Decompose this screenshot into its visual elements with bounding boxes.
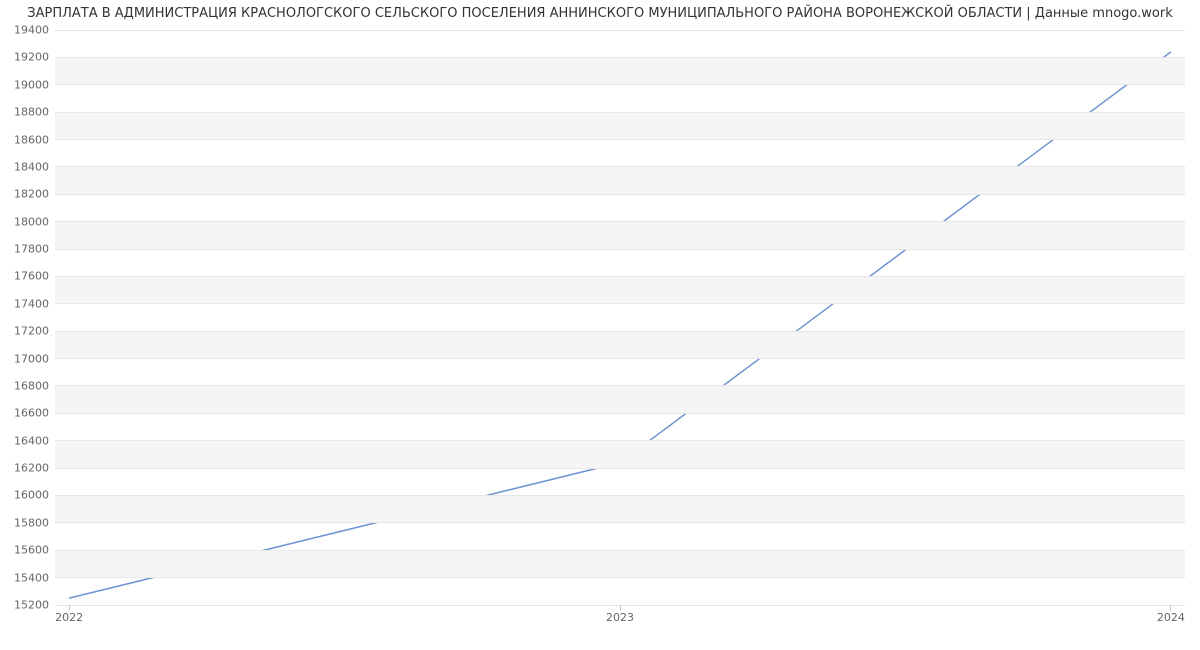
grid-band: [55, 222, 1185, 249]
y-gridline: [55, 57, 1185, 58]
x-tick-label: 2023: [606, 605, 634, 624]
y-tick-label: 15600: [14, 544, 55, 557]
x-tick-label: 2022: [55, 605, 83, 624]
y-gridline: [55, 413, 1185, 414]
grid-band: [55, 550, 1185, 577]
y-gridline: [55, 84, 1185, 85]
y-gridline: [55, 522, 1185, 523]
grid-band: [55, 249, 1185, 276]
y-gridline: [55, 577, 1185, 578]
grid-band: [55, 85, 1185, 112]
grid-band: [55, 167, 1185, 194]
y-gridline: [55, 249, 1185, 250]
y-tick-label: 16400: [14, 434, 55, 447]
y-tick-label: 19000: [14, 78, 55, 91]
y-tick-label: 15200: [14, 599, 55, 612]
y-gridline: [55, 440, 1185, 441]
y-tick-label: 15800: [14, 516, 55, 529]
y-tick-label: 17400: [14, 297, 55, 310]
y-gridline: [55, 495, 1185, 496]
y-tick-label: 16600: [14, 407, 55, 420]
grid-band: [55, 30, 1185, 57]
plot-area: 1520015400156001580016000162001640016600…: [55, 30, 1185, 605]
y-gridline: [55, 358, 1185, 359]
y-gridline: [55, 276, 1185, 277]
y-gridline: [55, 221, 1185, 222]
y-gridline: [55, 303, 1185, 304]
grid-band: [55, 523, 1185, 550]
y-tick-label: 18200: [14, 188, 55, 201]
y-tick-label: 17200: [14, 325, 55, 338]
chart-title: ЗАРПЛАТА В АДМИНИСТРАЦИЯ КРАСНОЛОГСКОГО …: [0, 6, 1200, 21]
y-gridline: [55, 30, 1185, 31]
y-tick-label: 19400: [14, 24, 55, 37]
grid-band: [55, 359, 1185, 386]
y-tick-label: 18400: [14, 160, 55, 173]
grid-band: [55, 441, 1185, 468]
y-tick-label: 16800: [14, 379, 55, 392]
chart-container: ЗАРПЛАТА В АДМИНИСТРАЦИЯ КРАСНОЛОГСКОГО …: [0, 0, 1200, 650]
grid-band: [55, 140, 1185, 167]
y-gridline: [55, 194, 1185, 195]
y-tick-label: 15400: [14, 571, 55, 584]
y-gridline: [55, 112, 1185, 113]
y-tick-label: 17800: [14, 243, 55, 256]
grid-band: [55, 578, 1185, 605]
grid-band: [55, 495, 1185, 522]
x-tick-label: 2024: [1157, 605, 1185, 624]
grid-band: [55, 276, 1185, 303]
grid-band: [55, 468, 1185, 495]
y-tick-label: 17600: [14, 270, 55, 283]
y-gridline: [55, 166, 1185, 167]
grid-band: [55, 304, 1185, 331]
y-gridline: [55, 550, 1185, 551]
grid-band: [55, 413, 1185, 440]
y-tick-label: 17000: [14, 352, 55, 365]
y-tick-label: 18600: [14, 133, 55, 146]
y-tick-label: 16000: [14, 489, 55, 502]
grid-band: [55, 57, 1185, 84]
grid-band: [55, 194, 1185, 221]
y-gridline: [55, 139, 1185, 140]
grid-band: [55, 112, 1185, 139]
y-tick-label: 16200: [14, 462, 55, 475]
y-tick-label: 19200: [14, 51, 55, 64]
y-gridline: [55, 331, 1185, 332]
y-gridline: [55, 468, 1185, 469]
grid-band: [55, 331, 1185, 358]
y-gridline: [55, 385, 1185, 386]
y-tick-label: 18800: [14, 106, 55, 119]
y-tick-label: 18000: [14, 215, 55, 228]
grid-band: [55, 386, 1185, 413]
